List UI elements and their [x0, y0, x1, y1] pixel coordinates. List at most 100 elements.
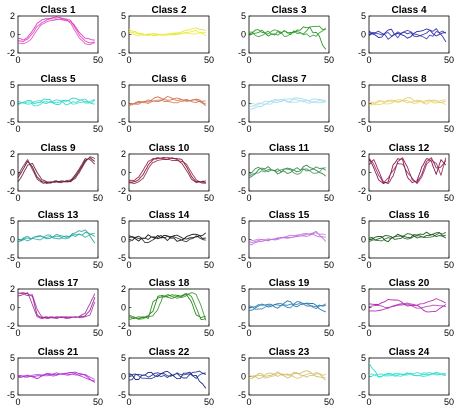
- series-line: [18, 98, 95, 106]
- y-tick-label: 0: [361, 372, 366, 382]
- series-line: [369, 158, 447, 185]
- y-tick-label: 0: [241, 168, 246, 178]
- x-tick-label: 0: [15, 124, 20, 134]
- x-tick-label: 50: [93, 55, 103, 65]
- x-tick-label: 50: [204, 193, 214, 203]
- y-tick-label: 0: [121, 303, 126, 313]
- x-tick-label: 50: [444, 193, 454, 203]
- y-tick-label: 0: [10, 235, 15, 245]
- x-tick-label: 0: [126, 124, 131, 134]
- x-tick-label: 0: [246, 55, 251, 65]
- series-line: [369, 99, 447, 105]
- plot-frame: [248, 84, 330, 123]
- subplot-title: Class 19: [269, 278, 310, 289]
- series-line: [249, 371, 326, 380]
- series-line: [249, 25, 326, 37]
- x-tick-label: 50: [444, 260, 454, 270]
- y-tick-label: 2: [361, 149, 366, 159]
- series-line: [129, 157, 206, 184]
- series-line: [129, 372, 206, 380]
- y-tick-label: 0: [10, 372, 15, 382]
- y-tick-label: -5: [238, 117, 246, 127]
- series-line: [129, 31, 206, 37]
- series-line: [129, 370, 206, 381]
- series-line: [249, 167, 326, 177]
- series-line: [129, 159, 206, 185]
- series-line: [369, 298, 447, 312]
- y-tick-label: 0: [10, 30, 15, 40]
- y-tick-label: 0: [121, 372, 126, 382]
- series-line: [369, 298, 447, 313]
- series-line: [369, 99, 446, 106]
- series-line: [249, 302, 327, 310]
- plot-frame: [368, 220, 450, 259]
- subplot-title: Class 14: [149, 210, 190, 221]
- x-tick-label: 0: [366, 193, 371, 203]
- subplot-title: Class 15: [269, 210, 310, 221]
- subplot-title: Class 21: [38, 347, 79, 358]
- y-tick-label: 5: [10, 216, 15, 226]
- y-tick-label: -2: [358, 186, 366, 196]
- y-tick-label: 5: [241, 11, 246, 21]
- x-tick-label: 0: [126, 193, 131, 203]
- subplot-title: Class 8: [391, 74, 426, 85]
- subplot-title: Class 17: [38, 278, 79, 289]
- x-tick-label: 0: [366, 260, 371, 270]
- series-line: [18, 372, 96, 380]
- y-tick-label: -5: [238, 186, 246, 196]
- x-tick-label: 0: [246, 193, 251, 203]
- y-tick-label: -5: [238, 321, 246, 331]
- y-tick-label: -5: [358, 390, 366, 400]
- subplot-title: Class 2: [151, 5, 186, 16]
- x-tick-label: 0: [246, 328, 251, 338]
- x-tick-label: 50: [204, 397, 214, 407]
- y-tick-label: -5: [118, 253, 126, 263]
- series-line: [369, 157, 447, 185]
- x-tick-label: 0: [15, 55, 20, 65]
- y-tick-label: 0: [121, 235, 126, 245]
- x-tick-label: 50: [204, 260, 214, 270]
- y-tick-label: 5: [10, 80, 15, 90]
- series-line: [369, 231, 447, 243]
- series-line: [249, 99, 326, 106]
- series-line: [18, 292, 96, 320]
- series-line: [249, 300, 326, 313]
- series-line: [18, 292, 96, 320]
- x-tick-label: 0: [246, 260, 251, 270]
- y-tick-label: -5: [358, 321, 366, 331]
- y-tick-label: -2: [7, 321, 15, 331]
- x-tick-label: 50: [324, 397, 334, 407]
- y-tick-label: -2: [118, 186, 126, 196]
- y-tick-label: 0: [361, 235, 366, 245]
- series-line: [129, 293, 206, 320]
- y-tick-label: 0: [10, 303, 15, 313]
- subplot-title: Class 10: [149, 143, 190, 154]
- series-line: [249, 27, 327, 38]
- x-tick-label: 0: [126, 397, 131, 407]
- series-line: [249, 230, 327, 246]
- subplot-title: Class 9: [40, 143, 75, 154]
- subplot-title: Class 1: [40, 5, 75, 16]
- x-tick-label: 0: [126, 260, 131, 270]
- y-tick-label: 0: [10, 99, 15, 109]
- y-tick-label: -5: [118, 117, 126, 127]
- y-tick-label: -5: [358, 253, 366, 263]
- y-tick-label: -5: [358, 117, 366, 127]
- y-tick-label: 5: [121, 216, 126, 226]
- series-line: [369, 28, 446, 39]
- y-tick-label: 2: [121, 149, 126, 159]
